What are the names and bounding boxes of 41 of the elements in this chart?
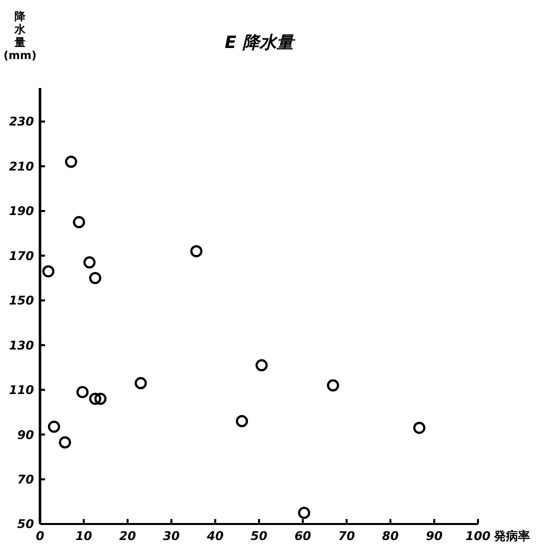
point xyxy=(326,379,340,392)
point xyxy=(134,377,147,390)
chart-title: E 降水量 xyxy=(224,33,296,53)
y-tick-label: 90 xyxy=(17,428,34,442)
y-tick-label: 50 xyxy=(17,517,34,532)
x-tick-label: 60 xyxy=(294,529,312,543)
point xyxy=(190,245,202,258)
point xyxy=(89,392,102,405)
point xyxy=(298,506,310,519)
x-tick-label: 100 xyxy=(465,529,491,543)
point xyxy=(256,359,268,372)
x-tick-label: 90 xyxy=(426,529,443,543)
point xyxy=(48,420,60,433)
x-tick-label: 10 xyxy=(75,529,92,543)
point xyxy=(413,422,426,434)
point xyxy=(236,415,248,428)
y-tick-label: 150 xyxy=(8,294,34,308)
y-tick-label: 190 xyxy=(8,204,34,218)
x-tick-label: 20 xyxy=(119,529,136,543)
x-tick-label: 70 xyxy=(338,529,355,543)
point xyxy=(76,386,89,398)
point xyxy=(72,216,86,228)
x-axis-title: 発病率 xyxy=(493,529,530,543)
x-tick-label: 30 xyxy=(163,529,180,543)
point xyxy=(42,265,54,278)
point xyxy=(89,272,102,284)
y-axis-title: 降水量 (mm) xyxy=(4,10,36,62)
x-tick-label: 40 xyxy=(206,529,224,543)
y-tick-label: 110 xyxy=(8,383,34,398)
y-tick-label: 230 xyxy=(8,114,34,129)
y-tick-label: 170 xyxy=(8,248,34,263)
point xyxy=(83,256,96,268)
point xyxy=(94,392,107,405)
y-tick-label: 70 xyxy=(17,472,34,486)
x-tick-label: 0 xyxy=(36,529,44,543)
x-tick-label: 50 xyxy=(250,529,268,543)
point xyxy=(65,156,78,168)
y-tick-label: 210 xyxy=(8,159,34,174)
point xyxy=(58,436,72,448)
y-tick-label: 130 xyxy=(8,338,34,352)
x-tick-label: 80 xyxy=(382,529,399,543)
